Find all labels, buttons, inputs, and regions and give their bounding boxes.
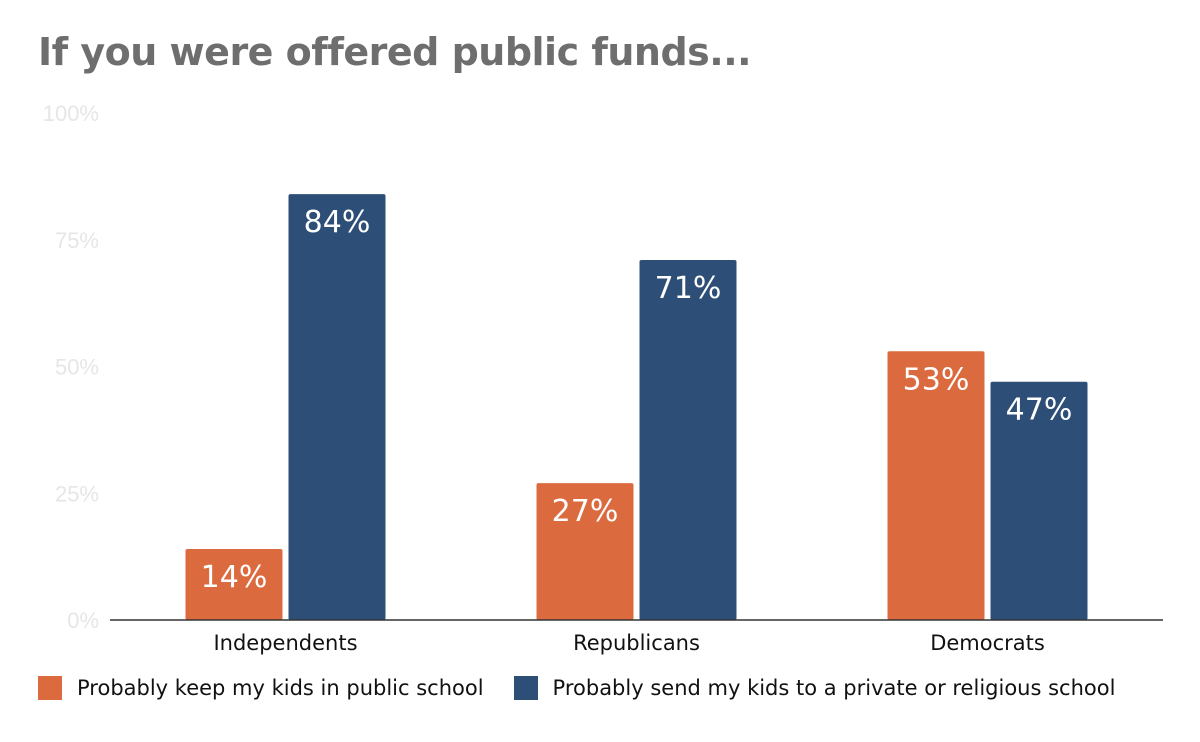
x-tick-label: Democrats [930, 631, 1045, 655]
bar-independents-series-1 [288, 194, 386, 620]
bar-republicans-series-0 [536, 483, 634, 620]
y-axis: 0% 25% 50% 75% 100% [43, 101, 99, 633]
y-tick-label: 50% [55, 355, 99, 380]
data-label: 14% [201, 560, 268, 595]
legend-label-public-school: Probably keep my kids in public school [77, 676, 484, 700]
legend-swatch-public-school [38, 676, 62, 700]
y-tick-label: 0% [67, 608, 99, 633]
chart-title: If you were offered public funds... [38, 30, 752, 74]
data-labels: 14% 84% 27% 71% 53% 47% [201, 205, 1073, 595]
data-label: 71% [655, 271, 722, 306]
legend-item-private-school: Probably send my kids to a private or re… [513, 676, 1116, 700]
y-tick-label: 100% [43, 101, 99, 126]
y-tick-label: 25% [55, 481, 99, 506]
bar-republicans-series-1 [639, 260, 737, 620]
data-label: 84% [304, 205, 371, 240]
bar-democrats-series-1 [990, 381, 1088, 620]
legend-swatch-private-school [513, 676, 538, 700]
y-tick-label: 75% [55, 228, 99, 253]
bars [185, 194, 1088, 620]
data-label: 47% [1006, 393, 1073, 428]
legend-label-private-school: Probably send my kids to a private or re… [552, 676, 1116, 700]
legend: Probably keep my kids in public school P… [38, 676, 1145, 700]
data-label: 27% [552, 494, 619, 529]
bar-democrats-series-0 [887, 351, 985, 620]
x-axis: Independents Republicans Democrats [213, 631, 1044, 655]
legend-item-public-school: Probably keep my kids in public school [38, 676, 484, 700]
x-tick-label: Republicans [573, 631, 700, 655]
bar-independents-series-0 [185, 549, 283, 620]
data-label: 53% [903, 362, 970, 397]
x-tick-label: Independents [213, 631, 357, 655]
